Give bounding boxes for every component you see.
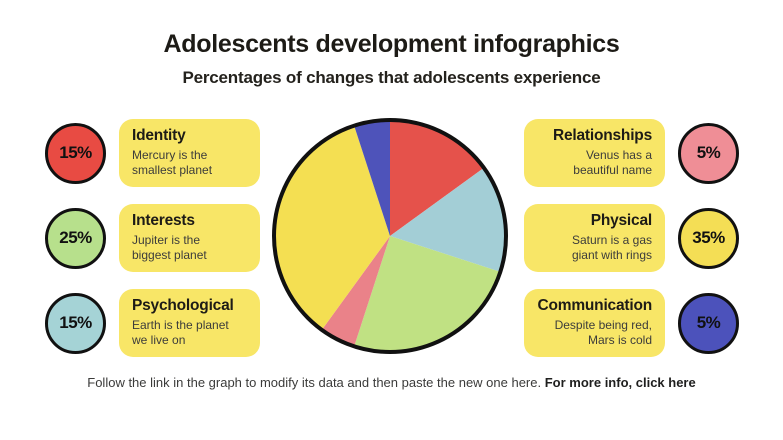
pie-slice-identity [390, 120, 484, 236]
interests-percent-badge: 25% [45, 207, 106, 269]
psychological-card-description: Earth is the planet we live on [132, 317, 229, 348]
info-item-physical: Physical Saturn is a gas giant with ring… [524, 204, 739, 272]
psychological-card: Psychological Earth is the planet we liv… [119, 289, 260, 357]
info-item-interests: 25% Interests Jupiter is the biggest pla… [45, 204, 260, 272]
communication-card-title: Communication [537, 297, 652, 315]
interests-card: Interests Jupiter is the biggest planet [119, 204, 260, 272]
psychological-card-title: Psychological [132, 297, 234, 315]
communication-card: Communication Despite being red, Mars is… [524, 289, 665, 357]
physical-card-title: Physical [590, 212, 653, 230]
psychological-percent-badge: 15% [45, 292, 106, 354]
relationships-card: Relationships Venus has a beautiful name [524, 119, 665, 187]
relationships-percent-badge: 5% [678, 122, 739, 184]
identity-card: Identity Mercury is the smallest planet [119, 119, 260, 187]
footer-note: Follow the link in the graph to modify i… [0, 375, 783, 390]
left-column: 15% Identity Mercury is the smallest pla… [45, 119, 260, 357]
pie-slice-psychological [390, 167, 506, 272]
interests-card-title: Interests [132, 212, 195, 230]
info-item-relationships: Relationships Venus has a beautiful name… [524, 119, 739, 187]
right-column: Relationships Venus has a beautiful name… [524, 119, 739, 357]
physical-card: Physical Saturn is a gas giant with ring… [524, 204, 665, 272]
pie-chart[interactable] [270, 116, 510, 356]
pie-slice-relationships [321, 236, 390, 347]
communication-card-description: Despite being red, Mars is cold [554, 317, 652, 348]
pie-slice-communication [354, 120, 390, 236]
relationships-card-description: Venus has a beautiful name [573, 147, 652, 178]
pie-outline [272, 118, 508, 354]
more-info-link[interactable]: For more info, click here [544, 375, 696, 390]
info-item-psychological: 15% Psychological Earth is the planet we… [45, 289, 260, 357]
page-subtitle: Percentages of changes that adolescents … [182, 68, 601, 87]
relationships-card-title: Relationships [552, 127, 652, 145]
info-item-identity: 15% Identity Mercury is the smallest pla… [45, 119, 260, 187]
info-item-communication: Communication Despite being red, Mars is… [524, 289, 739, 357]
identity-percent-badge: 15% [45, 122, 106, 184]
communication-percent-badge: 5% [678, 292, 739, 354]
physical-percent-badge: 35% [678, 207, 739, 269]
pie-chart-svg [272, 118, 508, 354]
pie-slice-physical [273, 125, 390, 330]
interests-card-description: Jupiter is the biggest planet [132, 232, 207, 263]
page-title: Adolescents development infographics [163, 30, 620, 58]
identity-card-title: Identity [132, 127, 186, 145]
identity-card-description: Mercury is the smallest planet [132, 147, 213, 178]
physical-card-description: Saturn is a gas giant with rings [571, 232, 652, 263]
footer-text: Follow the link in the graph to modify i… [87, 375, 542, 390]
